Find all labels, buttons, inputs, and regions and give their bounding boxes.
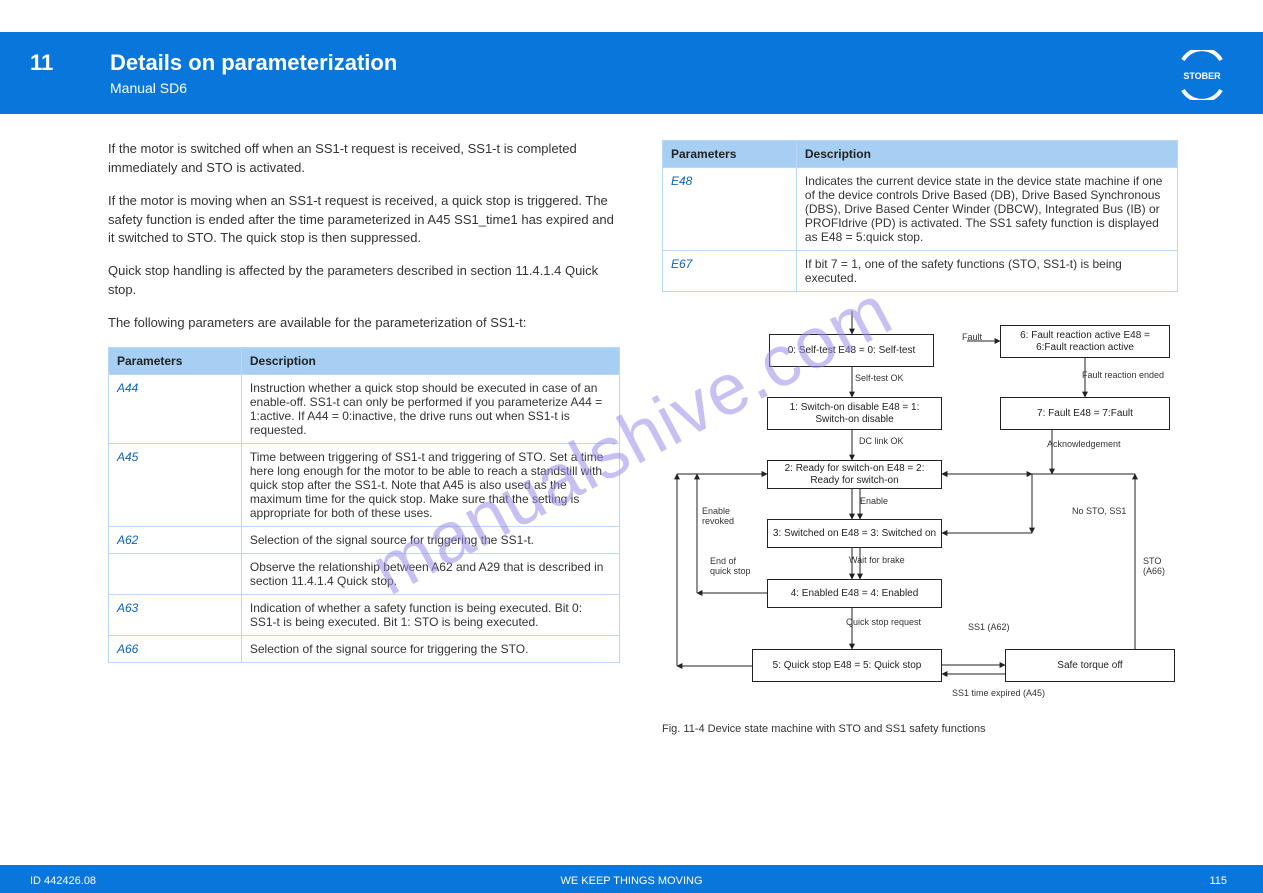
- table-header: Parameters: [109, 347, 242, 374]
- diagram-label-fault_lbl: Fault: [962, 332, 982, 342]
- table-row: A44Instruction whether a quick stop shou…: [109, 374, 620, 443]
- table-row: E67If bit 7 = 1, one of the safety funct…: [663, 251, 1178, 292]
- state-node-ready_switch_on: 2: Ready for switch-on E48 = 2: Ready fo…: [767, 460, 942, 489]
- table-row: A63Indication of whether a safety functi…: [109, 594, 620, 635]
- state-node-switch_on_disable: 1: Switch-on disable E48 = 1: Switch-on …: [767, 397, 942, 430]
- state-node-safe_torque_off: Safe torque off: [1005, 649, 1175, 682]
- table-row: Observe the relationship between A62 and…: [109, 553, 620, 594]
- diagram-label-ackn: Acknowledgement: [1047, 439, 1121, 449]
- table-header: Description: [796, 141, 1177, 168]
- table-row: A62Selection of the signal source for tr…: [109, 526, 620, 553]
- diagram-label-quick_req: Quick stop request: [846, 617, 921, 627]
- stober-logo-icon: STOBER: [1177, 50, 1227, 100]
- svg-text:STOBER: STOBER: [1183, 71, 1221, 81]
- state-node-quick_stop: 5: Quick stop E48 = 5: Quick stop: [752, 649, 942, 682]
- diagram-label-enable_rev: Enable revoked: [702, 506, 734, 526]
- section-number: 11: [30, 50, 53, 76]
- diagram-label-self_test_ok: Self-test OK: [855, 373, 904, 383]
- table-row: A66Selection of the signal source for tr…: [109, 635, 620, 662]
- left-column: If the motor is switched off when an SS1…: [108, 140, 620, 663]
- paragraph: If the motor is moving when an SS1-t req…: [108, 192, 620, 249]
- diagram-label-sto_ss1: No STO, SS1: [1072, 506, 1126, 516]
- right-column: Parameters Description E48Indicates the …: [662, 140, 1178, 752]
- diagram-label-quick_end: End of quick stop: [710, 556, 751, 576]
- diagram-label-sto_a66: STO (A66): [1143, 556, 1165, 576]
- table-row: A45Time between triggering of SS1-t and …: [109, 443, 620, 526]
- footer-slogan: WE KEEP THINGS MOVING: [560, 875, 702, 887]
- state-node-fault_reaction: 6: Fault reaction active E48 = 6:Fault r…: [1000, 325, 1170, 358]
- state-node-switched_on: 3: Switched on E48 = 3: Switched on: [767, 519, 942, 548]
- diagram-label-fault_end: Fault reaction ended: [1082, 370, 1164, 380]
- diagram-label-ss1_a62: SS1 (A62): [968, 622, 1010, 632]
- diagram-label-enable: Enable: [860, 496, 888, 506]
- table-header: Description: [241, 347, 619, 374]
- paragraph: The following parameters are available f…: [108, 314, 620, 333]
- paragraph: If the motor is switched off when an SS1…: [108, 140, 620, 178]
- diagram-label-wait_brake: Wait for brake: [849, 555, 905, 565]
- parameters-table-left: Parameters Description A44Instruction wh…: [108, 347, 620, 663]
- section-title: Details on parameterization: [110, 50, 397, 76]
- logo: STOBER: [1177, 50, 1227, 100]
- paragraph: Quick stop handling is affected by the p…: [108, 262, 620, 300]
- diagram-label-dc_ok: DC link OK: [859, 436, 904, 446]
- table-row: E48Indicates the current device state in…: [663, 168, 1178, 251]
- table-header: Parameters: [663, 141, 797, 168]
- state-node-self_test: 0: Self-test E48 = 0: Self-test: [769, 334, 934, 367]
- state-machine-diagram: 0: Self-test E48 = 0: Self-test 1: Switch…: [662, 306, 1178, 716]
- footer-id: ID 442426.08: [30, 875, 96, 887]
- diagram-label-ss1_time: SS1 time expired (A45): [952, 688, 1045, 698]
- state-node-enabled: 4: Enabled E48 = 4: Enabled: [767, 579, 942, 608]
- figure-caption: Fig. 11-4 Device state machine with STO …: [662, 722, 1178, 738]
- parameters-table-right: Parameters Description E48Indicates the …: [662, 140, 1178, 292]
- manual-title: Manual SD6: [110, 80, 187, 96]
- page-number: 115: [1209, 875, 1227, 887]
- state-node-fault: 7: Fault E48 = 7:Fault: [1000, 397, 1170, 430]
